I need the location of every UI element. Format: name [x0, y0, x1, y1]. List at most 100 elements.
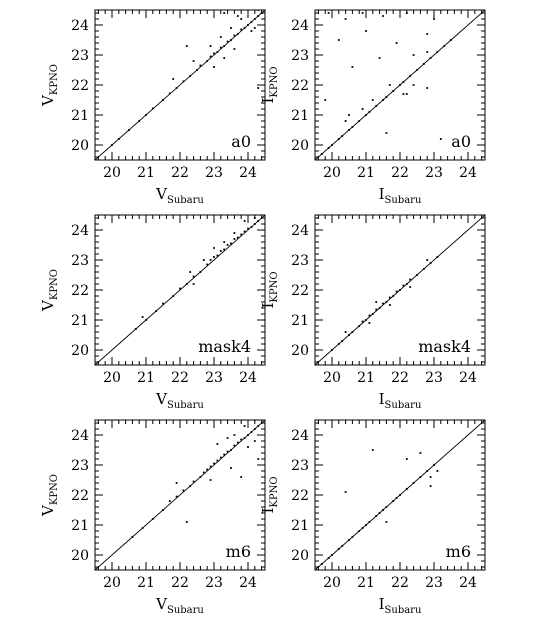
data-point: [185, 45, 188, 47]
y-tick-label: 20: [71, 138, 89, 154]
data-point: [209, 45, 212, 47]
x-axis-label: VSubaru: [155, 185, 204, 206]
data-points: [331, 256, 439, 351]
data-point: [199, 271, 202, 273]
data-point: [233, 238, 236, 240]
y-axis-label-main: V: [39, 504, 57, 517]
data-point: [371, 313, 374, 315]
data-point: [240, 233, 243, 236]
x-axis-label-sub: Subaru: [167, 605, 204, 616]
data-point: [213, 247, 215, 249]
data-point: [405, 93, 408, 95]
y-tick-label: 23: [71, 458, 89, 474]
data-point: [385, 301, 388, 303]
y-tick-label: 23: [71, 253, 89, 269]
data-point: [189, 271, 192, 273]
data-point: [388, 304, 391, 306]
data-point: [320, 563, 323, 565]
y-tick-label: 24: [71, 223, 89, 239]
tick-marks: [315, 420, 485, 570]
y-axis-label: IKPNO: [259, 66, 280, 103]
x-tick-label: 24: [239, 165, 257, 181]
x-tick-label: 23: [425, 370, 443, 386]
data-point: [341, 545, 344, 547]
data-point: [209, 55, 212, 58]
x-tick-label: 24: [459, 575, 477, 591]
data-point: [358, 530, 361, 532]
y-tick-label: 20: [71, 343, 89, 359]
data-point: [388, 84, 391, 86]
data-point: [243, 220, 246, 222]
data-point: [385, 506, 388, 508]
y-axis-label-sub: KPNO: [269, 271, 280, 302]
data-point: [199, 476, 202, 478]
x-tick-label: 24: [459, 165, 477, 181]
data-point: [392, 500, 395, 502]
data-point: [260, 12, 263, 14]
y-axis-label-main: I: [259, 303, 277, 309]
data-point: [145, 319, 147, 321]
y-tick-label: 21: [291, 313, 309, 329]
x-tick-label: 21: [357, 165, 375, 181]
data-point: [243, 437, 246, 439]
x-tick-label: 22: [391, 370, 409, 386]
data-point: [402, 81, 405, 83]
y-axis-label-main: V: [39, 299, 57, 312]
y-axis-label: VKPNO: [39, 474, 60, 517]
data-point: [378, 307, 381, 309]
y-axis-label-main: V: [39, 94, 57, 107]
data-point: [216, 459, 219, 462]
data-point: [243, 27, 246, 29]
data-point: [257, 425, 260, 427]
x-axis-label-sub: Subaru: [385, 195, 422, 206]
data-point: [378, 57, 381, 59]
data-point: [429, 485, 432, 487]
data-point: [416, 69, 418, 71]
identity-line: [95, 215, 265, 365]
x-axis-label: ISubaru: [379, 390, 422, 411]
data-point: [230, 27, 232, 29]
data-point: [365, 30, 367, 32]
data-point: [351, 126, 354, 128]
data-point: [141, 316, 144, 318]
data-point: [168, 500, 171, 502]
tick-marks: [95, 420, 265, 570]
x-axis-label: VSubaru: [155, 595, 204, 616]
y-tick-label: 24: [71, 428, 89, 444]
y-tick-label: 22: [291, 283, 309, 299]
data-point: [368, 111, 371, 113]
data-point: [253, 27, 256, 29]
data-point: [226, 40, 229, 43]
data-point: [385, 132, 388, 134]
data-point: [327, 147, 330, 149]
data-point: [253, 440, 256, 442]
data-point: [189, 485, 192, 487]
data-point: [233, 232, 236, 234]
data-point: [426, 51, 429, 53]
data-point: [257, 15, 260, 17]
data-point: [253, 217, 256, 219]
data-point: [151, 518, 154, 520]
x-tick-label: 23: [205, 575, 223, 591]
data-points: [131, 420, 260, 538]
data-point: [230, 39, 232, 41]
data-point: [351, 66, 354, 68]
x-axis-label: ISubaru: [379, 185, 422, 206]
data-point: [253, 420, 256, 421]
data-point: [189, 75, 192, 77]
data-point: [341, 135, 344, 137]
data-point: [230, 467, 232, 469]
data-point: [223, 248, 226, 251]
data-point: [344, 331, 347, 333]
y-tick-label: 21: [71, 518, 89, 534]
data-point: [151, 107, 154, 110]
data-point: [202, 259, 205, 261]
panel-label: a0: [231, 132, 251, 151]
data-point: [223, 241, 226, 243]
data-point: [375, 301, 378, 303]
data-point: [351, 331, 354, 333]
data-point: [382, 99, 384, 101]
data-point: [436, 256, 439, 258]
